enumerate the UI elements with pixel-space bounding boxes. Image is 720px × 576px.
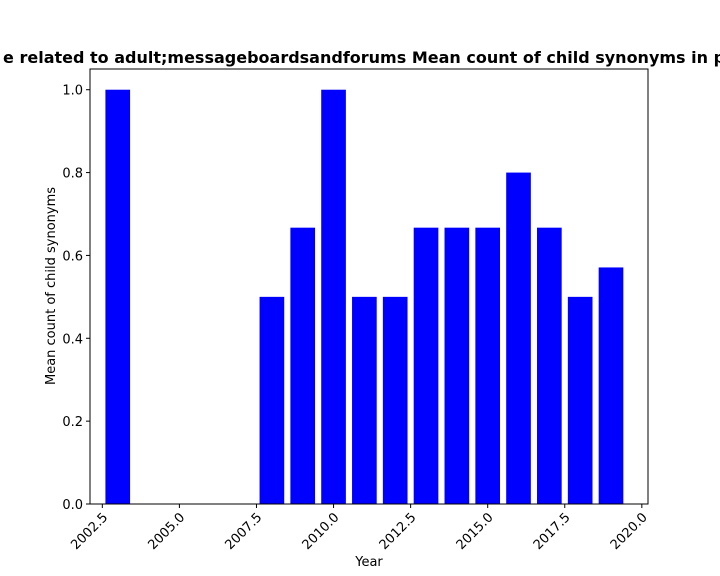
- x-tick-label: 2007.5: [223, 510, 266, 553]
- bar-2010: [321, 89, 346, 504]
- y-axis-label: Mean count of child synonyms: [44, 187, 59, 385]
- bar-2012: [382, 296, 408, 504]
- bar-2016: [506, 172, 531, 505]
- x-tick-label: 2012.5: [377, 510, 420, 553]
- x-tick-label: 2020.0: [608, 510, 651, 553]
- bar-2003: [105, 89, 131, 504]
- y-tick-label: 0.4: [62, 332, 83, 347]
- bar-2018: [567, 296, 593, 504]
- y-tick-label: 0.6: [62, 249, 83, 264]
- x-axis-label: Year: [354, 555, 383, 570]
- bars-group: [105, 89, 624, 505]
- bar-2014: [444, 227, 470, 504]
- y-tick-label: 0.8: [62, 167, 83, 182]
- x-axis: 2002.5 2005.0 2007.5 2010.0 2012.5 2015.0 2017…: [68, 504, 651, 553]
- bar-2019: [598, 267, 624, 504]
- bar-2008: [259, 296, 285, 504]
- y-tick-label: 0.2: [62, 415, 83, 430]
- y-tick-label: 0.0: [62, 498, 83, 513]
- x-tick-label: 2010.0: [300, 510, 343, 553]
- bar-2009: [290, 227, 316, 504]
- x-tick-label: 2005.0: [145, 510, 188, 553]
- bar-2011: [352, 296, 377, 504]
- plot-frame: [89, 68, 649, 505]
- x-tick-label: 2017.5: [531, 510, 574, 553]
- y-axis: 0.0 0.2 0.4 0.6 0.8 1.0: [62, 84, 90, 513]
- y-tick-label: 1.0: [62, 84, 83, 99]
- x-tick-label: 2002.5: [68, 510, 111, 553]
- x-tick-label: 2015.0: [454, 510, 497, 553]
- bar-2015: [475, 227, 501, 504]
- chart-title: e related to adult;messageboardsandforum…: [3, 48, 720, 67]
- bar-2013: [413, 227, 439, 504]
- bar-2017: [537, 227, 562, 504]
